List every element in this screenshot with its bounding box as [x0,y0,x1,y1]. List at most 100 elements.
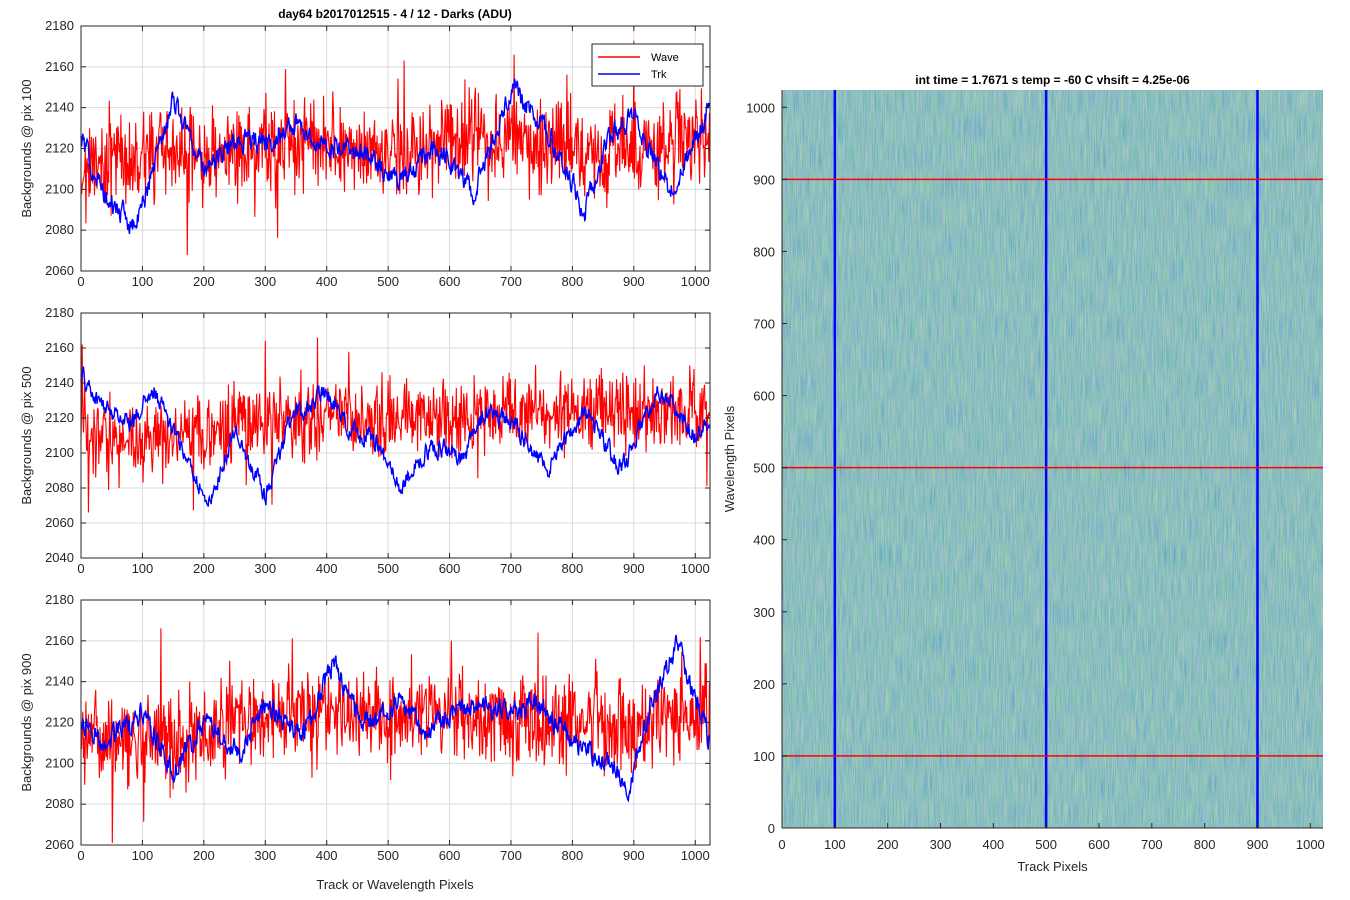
x-tick-label: 100 [132,848,154,863]
x-tick-label: 200 [877,837,899,852]
x-tick-label: 500 [377,561,399,576]
y-tick-label: 2060 [45,515,74,530]
line-panel-3: 0 100 200 300 400 500 600 700 800 900 1000 2060 2080… [19,592,711,863]
y-tick-label: 600 [753,389,775,404]
x-tick-label: 1000 [681,274,710,289]
y-tick-label: 2160 [45,59,74,74]
series-line-trk [80,366,711,507]
y-tick-label: 2040 [45,550,74,565]
y-tick-label: 1000 [746,100,775,115]
y-tick-label: 200 [753,677,775,692]
x-tick-label: 0 [77,848,84,863]
y-tick-label: 2060 [45,263,74,278]
x-tick-label: 500 [377,848,399,863]
figure-title: day64 b2017012515 - 4 / 12 - Darks (ADU) [278,7,511,21]
y-tick-label: 300 [753,605,775,620]
x-tick-label: 400 [316,274,338,289]
legend: Wave Trk [591,43,704,87]
y-tick-label: 2100 [45,445,74,460]
y-tick-label: 2120 [45,141,74,156]
x-tick-label: 200 [193,561,215,576]
x-tick-label: 0 [778,837,785,852]
line-panel-1: 0 100 200 300 400 500 600 700 800 900 1000 2060 2080… [19,18,711,289]
x-tick-label: 700 [500,561,522,576]
y-tick-label: 500 [753,461,775,476]
x-tick-label: 800 [562,561,584,576]
x-tick-label: 1000 [681,561,710,576]
y-axis-label: Backgrounds @ pix 900 [19,653,34,791]
x-tick-label: 300 [930,837,952,852]
series-line-wave [80,40,710,256]
x-tick-label: 800 [562,274,584,289]
series-line-wave [80,628,710,844]
x-tick-label: 300 [254,561,276,576]
x-tick-label: 1000 [681,848,710,863]
x-tick-label: 200 [193,274,215,289]
series-line-trk [80,634,711,803]
y-tick-label: 2080 [45,796,74,811]
x-tick-label: 500 [1035,837,1057,852]
heatmap-title: int time = 1.7671 s temp = -60 C vhsift … [915,73,1190,87]
x-tick-label: 400 [316,848,338,863]
x-tick-label: 700 [500,848,522,863]
x-tick-label: 800 [1194,837,1216,852]
y-tick-label: 2080 [45,480,74,495]
y-tick-label: 2180 [45,18,74,33]
x-tick-label: 900 [623,848,645,863]
y-tick-label: 2140 [45,100,74,115]
legend-label-wave: Wave [651,52,679,64]
legend-box [591,43,704,87]
y-tick-label: 2120 [45,715,74,730]
y-tick-label: 2100 [45,181,74,196]
x-tick-label: 600 [439,274,461,289]
x-tick-label: 300 [254,848,276,863]
y-tick-label: 2100 [45,755,74,770]
y-tick-label: 2120 [45,410,74,425]
x-tick-label: 100 [132,274,154,289]
line-plot-panels: 0 100 200 300 400 500 600 700 800 900 100020602080… [19,18,711,863]
x-tick-label: 300 [254,274,276,289]
y-axis-label: Backgrounds @ pix 500 [19,366,34,504]
y-tick-label: 2140 [45,674,74,689]
x-tick-label: 400 [982,837,1004,852]
x-tick-label: 0 [77,561,84,576]
x-tick-label: 700 [1141,837,1163,852]
x-tick-label: 0 [77,274,84,289]
x-tick-label: 900 [1247,837,1269,852]
y-tick-label: 2060 [45,837,74,852]
y-tick-label: 900 [753,172,775,187]
y-tick-label: 2140 [45,375,74,390]
y-tick-label: 2160 [45,340,74,355]
y-tick-label: 700 [753,317,775,332]
y-tick-label: 0 [768,821,775,836]
x-tick-label: 1000 [1296,837,1325,852]
series-line-wave [80,337,710,513]
y-tick-label: 2180 [45,592,74,607]
x-tick-label: 100 [132,561,154,576]
y-tick-label: 100 [753,749,775,764]
legend-label-trk: Trk [651,69,667,81]
y-axis-label: Backgrounds @ pix 100 [19,79,34,217]
x-tick-label: 400 [316,561,338,576]
x-tick-label: 800 [562,848,584,863]
axes-box [80,312,711,559]
heatmap-x-axis-label: Track Pixels [1017,859,1088,874]
x-tick-label: 600 [439,561,461,576]
x-tick-label: 200 [193,848,215,863]
x-tick-label: 600 [439,848,461,863]
x-tick-label: 600 [1088,837,1110,852]
x-tick-label: 100 [824,837,846,852]
y-tick-label: 2160 [45,633,74,648]
x-tick-label: 500 [377,274,399,289]
series-line-trk [80,78,711,235]
heatmap-panel: int time = 1.7671 s temp = -60 C vhsift … [722,73,1325,874]
x-tick-label: 900 [623,561,645,576]
shared-x-axis-label: Track or Wavelength Pixels [316,877,474,892]
heatmap-y-axis-label: Wavelength Pixels [722,405,737,512]
y-tick-label: 2080 [45,222,74,237]
y-tick-label: 2180 [45,305,74,320]
x-tick-label: 900 [623,274,645,289]
x-tick-label: 700 [500,274,522,289]
line-panel-2: 0 100 200 300 400 500 600 700 800 900 1000 2040 2060… [19,305,711,576]
